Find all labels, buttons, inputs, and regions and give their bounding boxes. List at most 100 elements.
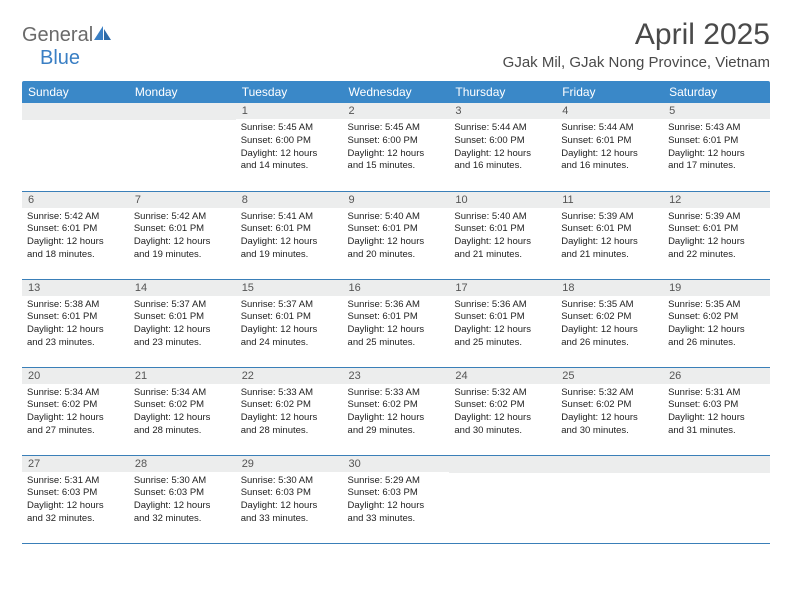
- day-cell: 29Sunrise: 5:30 AMSunset: 6:03 PMDayligh…: [236, 455, 343, 543]
- daylight-text-2: and 31 minutes.: [668, 425, 765, 438]
- daylight-text-2: and 19 minutes.: [134, 249, 231, 262]
- calendar-table: Sunday Monday Tuesday Wednesday Thursday…: [22, 81, 770, 544]
- daylight-text-1: Daylight: 12 hours: [561, 236, 658, 249]
- sunset-text: Sunset: 6:01 PM: [348, 223, 445, 236]
- month-title: April 2025: [503, 18, 770, 52]
- day-body: Sunrise: 5:45 AMSunset: 6:00 PMDaylight:…: [236, 119, 343, 177]
- day-number: 8: [236, 192, 343, 208]
- day-body: Sunrise: 5:33 AMSunset: 6:02 PMDaylight:…: [343, 384, 450, 442]
- logo-text-right: Blue: [40, 47, 80, 69]
- day-number: 19: [663, 280, 770, 296]
- sunset-text: Sunset: 6:02 PM: [134, 399, 231, 412]
- daylight-text-1: Daylight: 12 hours: [561, 412, 658, 425]
- daylight-text-1: Daylight: 12 hours: [454, 236, 551, 249]
- weekday-header: Monday: [129, 81, 236, 103]
- day-body: Sunrise: 5:32 AMSunset: 6:02 PMDaylight:…: [556, 384, 663, 442]
- sunrise-text: Sunrise: 5:39 AM: [668, 211, 765, 224]
- daylight-text-1: Daylight: 12 hours: [241, 236, 338, 249]
- sunrise-text: Sunrise: 5:36 AM: [454, 299, 551, 312]
- sunrise-text: Sunrise: 5:34 AM: [134, 387, 231, 400]
- daylight-text-1: Daylight: 12 hours: [134, 500, 231, 513]
- daylight-text-1: Daylight: 12 hours: [241, 412, 338, 425]
- day-body: Sunrise: 5:35 AMSunset: 6:02 PMDaylight:…: [556, 296, 663, 354]
- daylight-text-1: Daylight: 12 hours: [454, 324, 551, 337]
- day-cell: 16Sunrise: 5:36 AMSunset: 6:01 PMDayligh…: [343, 279, 450, 367]
- day-number: 2: [343, 103, 450, 119]
- day-body: Sunrise: 5:44 AMSunset: 6:01 PMDaylight:…: [556, 119, 663, 177]
- daylight-text-2: and 25 minutes.: [454, 337, 551, 350]
- day-body: [449, 473, 556, 533]
- day-cell: 15Sunrise: 5:37 AMSunset: 6:01 PMDayligh…: [236, 279, 343, 367]
- sunset-text: Sunset: 6:00 PM: [241, 135, 338, 148]
- day-number: 5: [663, 103, 770, 119]
- weekday-row: Sunday Monday Tuesday Wednesday Thursday…: [22, 81, 770, 103]
- day-body: Sunrise: 5:34 AMSunset: 6:02 PMDaylight:…: [22, 384, 129, 442]
- daylight-text-2: and 17 minutes.: [668, 160, 765, 173]
- day-number: 21: [129, 368, 236, 384]
- sunset-text: Sunset: 6:01 PM: [668, 223, 765, 236]
- sunset-text: Sunset: 6:03 PM: [348, 487, 445, 500]
- day-number: 13: [22, 280, 129, 296]
- daylight-text-2: and 21 minutes.: [454, 249, 551, 262]
- day-body: Sunrise: 5:42 AMSunset: 6:01 PMDaylight:…: [129, 208, 236, 266]
- sunset-text: Sunset: 6:01 PM: [454, 311, 551, 324]
- day-cell: 13Sunrise: 5:38 AMSunset: 6:01 PMDayligh…: [22, 279, 129, 367]
- daylight-text-2: and 26 minutes.: [668, 337, 765, 350]
- weekday-header: Tuesday: [236, 81, 343, 103]
- day-body: Sunrise: 5:30 AMSunset: 6:03 PMDaylight:…: [129, 472, 236, 530]
- day-number: 7: [129, 192, 236, 208]
- day-cell: 9Sunrise: 5:40 AMSunset: 6:01 PMDaylight…: [343, 191, 450, 279]
- day-body: [556, 473, 663, 533]
- daylight-text-1: Daylight: 12 hours: [668, 324, 765, 337]
- day-number: 3: [449, 103, 556, 119]
- day-body: Sunrise: 5:39 AMSunset: 6:01 PMDaylight:…: [663, 208, 770, 266]
- day-cell: 27Sunrise: 5:31 AMSunset: 6:03 PMDayligh…: [22, 455, 129, 543]
- sunrise-text: Sunrise: 5:33 AM: [241, 387, 338, 400]
- day-body: Sunrise: 5:31 AMSunset: 6:03 PMDaylight:…: [22, 472, 129, 530]
- day-cell: 19Sunrise: 5:35 AMSunset: 6:02 PMDayligh…: [663, 279, 770, 367]
- sunrise-text: Sunrise: 5:45 AM: [241, 122, 338, 135]
- sunset-text: Sunset: 6:02 PM: [561, 311, 658, 324]
- daylight-text-2: and 26 minutes.: [561, 337, 658, 350]
- day-number: 29: [236, 456, 343, 472]
- day-body: Sunrise: 5:42 AMSunset: 6:01 PMDaylight:…: [22, 208, 129, 266]
- day-number: 6: [22, 192, 129, 208]
- day-body: Sunrise: 5:33 AMSunset: 6:02 PMDaylight:…: [236, 384, 343, 442]
- sunrise-text: Sunrise: 5:30 AM: [241, 475, 338, 488]
- daylight-text-1: Daylight: 12 hours: [348, 500, 445, 513]
- day-cell: 24Sunrise: 5:32 AMSunset: 6:02 PMDayligh…: [449, 367, 556, 455]
- day-body: Sunrise: 5:31 AMSunset: 6:03 PMDaylight:…: [663, 384, 770, 442]
- daylight-text-2: and 28 minutes.: [241, 425, 338, 438]
- daylight-text-2: and 20 minutes.: [348, 249, 445, 262]
- calendar-row: 27Sunrise: 5:31 AMSunset: 6:03 PMDayligh…: [22, 455, 770, 543]
- day-number: 4: [556, 103, 663, 119]
- daylight-text-2: and 24 minutes.: [241, 337, 338, 350]
- title-block: April 2025 GJak Mil, GJak Nong Province,…: [503, 18, 770, 71]
- sunrise-text: Sunrise: 5:37 AM: [134, 299, 231, 312]
- daylight-text-2: and 21 minutes.: [561, 249, 658, 262]
- sunset-text: Sunset: 6:02 PM: [454, 399, 551, 412]
- logo-text: GeneralBlue: [22, 24, 113, 70]
- daylight-text-1: Daylight: 12 hours: [134, 236, 231, 249]
- daylight-text-1: Daylight: 12 hours: [241, 500, 338, 513]
- sunset-text: Sunset: 6:03 PM: [668, 399, 765, 412]
- daylight-text-2: and 23 minutes.: [27, 337, 124, 350]
- sunset-text: Sunset: 6:00 PM: [454, 135, 551, 148]
- sunrise-text: Sunrise: 5:42 AM: [27, 211, 124, 224]
- daylight-text-1: Daylight: 12 hours: [454, 412, 551, 425]
- daylight-text-2: and 29 minutes.: [348, 425, 445, 438]
- daylight-text-1: Daylight: 12 hours: [348, 236, 445, 249]
- header: GeneralBlue April 2025 GJak Mil, GJak No…: [22, 18, 770, 71]
- sunset-text: Sunset: 6:01 PM: [27, 311, 124, 324]
- day-cell: [663, 455, 770, 543]
- day-number: 22: [236, 368, 343, 384]
- sunset-text: Sunset: 6:01 PM: [668, 135, 765, 148]
- sunrise-text: Sunrise: 5:31 AM: [668, 387, 765, 400]
- sunrise-text: Sunrise: 5:40 AM: [348, 211, 445, 224]
- daylight-text-1: Daylight: 12 hours: [561, 324, 658, 337]
- day-cell: 17Sunrise: 5:36 AMSunset: 6:01 PMDayligh…: [449, 279, 556, 367]
- day-body: Sunrise: 5:29 AMSunset: 6:03 PMDaylight:…: [343, 472, 450, 530]
- day-cell: [22, 103, 129, 191]
- daylight-text-2: and 16 minutes.: [561, 160, 658, 173]
- day-body: Sunrise: 5:45 AMSunset: 6:00 PMDaylight:…: [343, 119, 450, 177]
